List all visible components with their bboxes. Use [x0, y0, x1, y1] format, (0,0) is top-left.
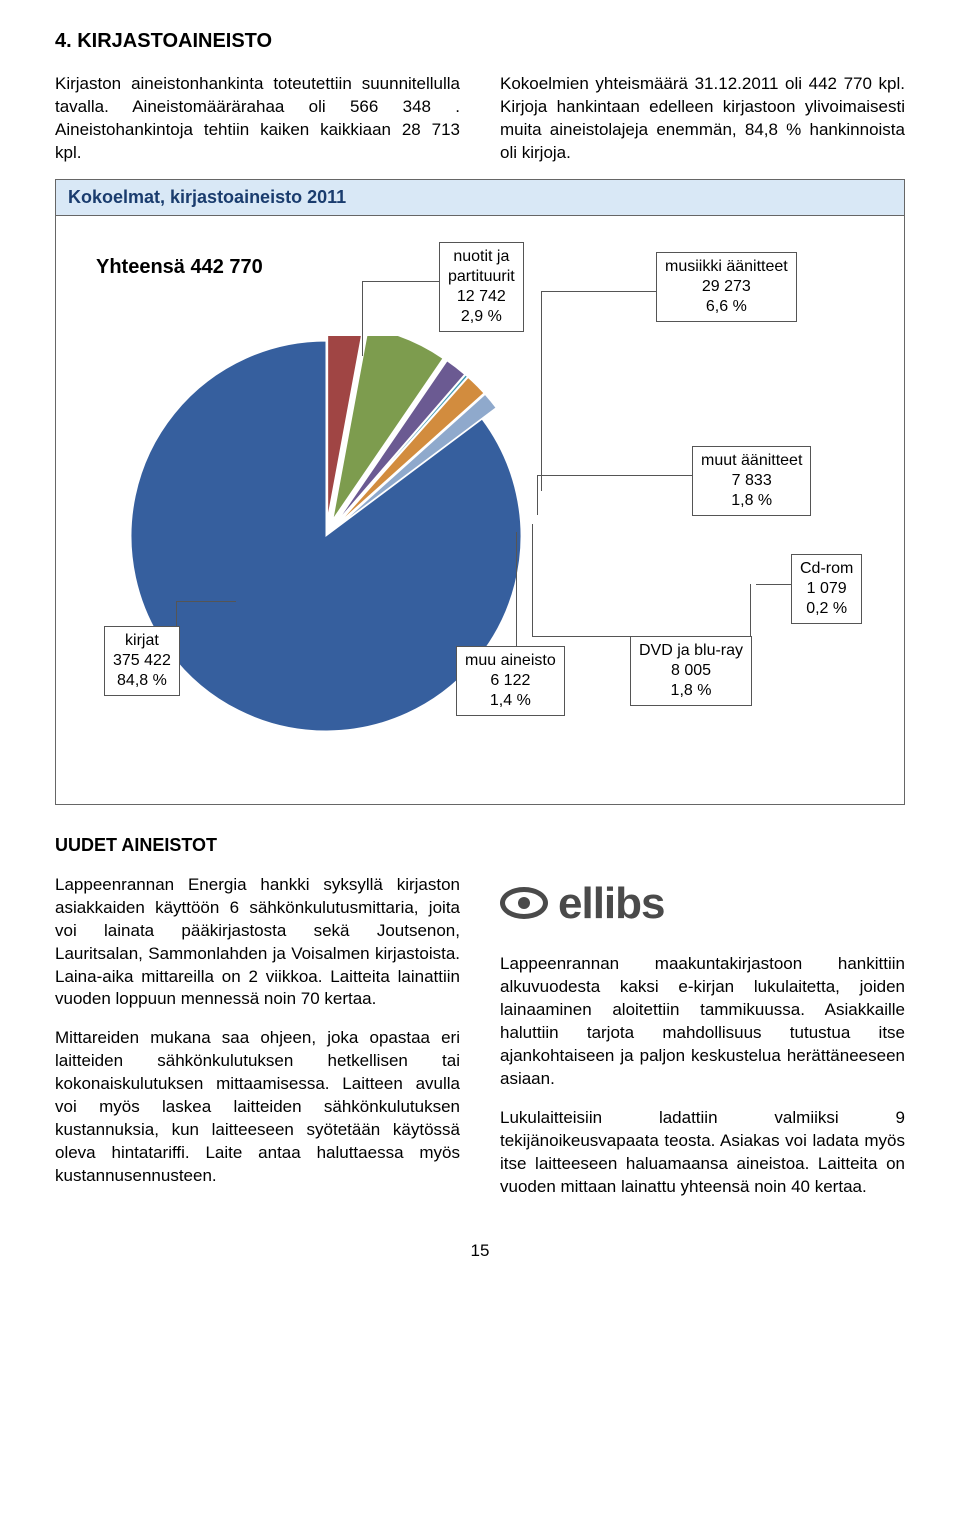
uudet-right-p2: Lukulaitteisiin ladattiin valmiiksi 9 te… — [500, 1107, 905, 1199]
uudet-left-p2: Mittareiden mukana saa ohjeen, joka opas… — [55, 1027, 460, 1188]
ellibs-logo-text: ellibs — [558, 874, 665, 933]
uudet-left-col: Lappeenrannan Energia hankki syksyllä ki… — [55, 874, 460, 1215]
label-dvd-bluray: DVD ja blu-ray 8 005 1,8 % — [630, 636, 752, 706]
page-number: 15 — [55, 1241, 905, 1261]
label-kirjat: kirjat 375 422 84,8 % — [104, 626, 180, 696]
label-cd-rom: Cd-rom 1 079 0,2 % — [791, 554, 862, 624]
intro-right: Kokoelmien yhteismäärä 31.12.2011 oli 44… — [500, 73, 905, 165]
label-muu-aineisto: muu aineisto 6 122 1,4 % — [456, 646, 565, 716]
chart-panel-title: Kokoelmat, kirjastoaineisto 2011 — [55, 179, 905, 215]
chart-panel: Yhteensä 442 770 nuotit japartituurit 12… — [55, 215, 905, 805]
section-heading: 4. KIRJASTOAINEISTO — [55, 30, 905, 53]
uudet-columns: Lappeenrannan Energia hankki syksyllä ki… — [55, 874, 905, 1215]
uudet-right-p1: Lappeenrannan maakuntakirjastoon hankitt… — [500, 953, 905, 1091]
ellibs-eye-icon — [500, 887, 548, 919]
label-nuotit: nuotit japartituurit 12 742 2,9 % — [439, 242, 524, 332]
intro-columns: Kirjaston aineistonhankinta toteutettiin… — [55, 73, 905, 165]
ellibs-logo: ellibs — [500, 874, 905, 933]
chart-total-label: Yhteensä 442 770 — [96, 256, 263, 279]
uudet-left-p1: Lappeenrannan Energia hankki syksyllä ki… — [55, 874, 460, 1012]
uudet-heading: UUDET AINEISTOT — [55, 835, 905, 856]
intro-left: Kirjaston aineistonhankinta toteutettiin… — [55, 73, 460, 165]
label-muut-aanitteet: muut äänitteet 7 833 1,8 % — [692, 446, 811, 516]
label-musiikki-aanitteet: musiikki äänitteet 29 273 6,6 % — [656, 252, 797, 322]
uudet-right-col: ellibs Lappeenrannan maakuntakirjastoon … — [500, 874, 905, 1215]
